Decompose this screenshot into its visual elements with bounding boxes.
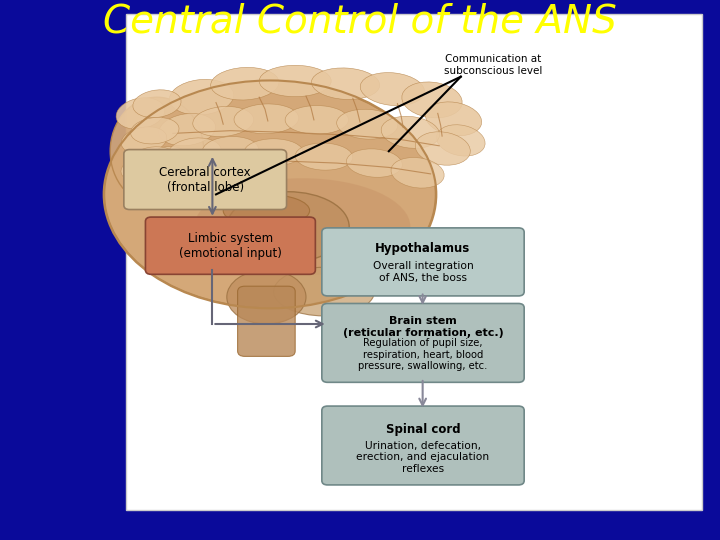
Ellipse shape (337, 109, 397, 139)
Text: Regulation of pupil size,
respiration, heart, blood
pressure, swallowing, etc.: Regulation of pupil size, respiration, h… (359, 338, 487, 372)
Ellipse shape (346, 149, 402, 177)
Ellipse shape (381, 116, 440, 148)
Text: Communication at
subconscious level: Communication at subconscious level (444, 54, 542, 76)
Ellipse shape (223, 194, 310, 227)
Ellipse shape (141, 147, 190, 177)
Ellipse shape (415, 132, 470, 165)
Ellipse shape (193, 106, 253, 137)
Ellipse shape (234, 104, 299, 134)
FancyBboxPatch shape (145, 217, 315, 274)
FancyBboxPatch shape (322, 228, 524, 296)
Text: Limbic system
(emotional input): Limbic system (emotional input) (179, 232, 282, 260)
Ellipse shape (104, 81, 436, 308)
Ellipse shape (133, 90, 181, 118)
Text: Brain stem
(reticular formation, etc.): Brain stem (reticular formation, etc.) (343, 316, 503, 338)
Ellipse shape (116, 98, 165, 129)
Ellipse shape (121, 127, 167, 154)
Text: Cerebral cortex
(frontal lobe): Cerebral cortex (frontal lobe) (159, 166, 251, 193)
Ellipse shape (121, 156, 164, 181)
Ellipse shape (285, 106, 348, 134)
Ellipse shape (312, 68, 379, 99)
Ellipse shape (169, 79, 234, 115)
Text: Overall integration
of ANS, the boss: Overall integration of ANS, the boss (373, 261, 473, 283)
Ellipse shape (211, 68, 279, 100)
Ellipse shape (360, 72, 425, 106)
Ellipse shape (130, 117, 179, 144)
Ellipse shape (274, 267, 374, 316)
Ellipse shape (244, 139, 303, 166)
Ellipse shape (391, 158, 444, 188)
FancyBboxPatch shape (124, 150, 287, 210)
Ellipse shape (426, 102, 482, 136)
Text: Spinal cord: Spinal cord (386, 423, 460, 436)
Ellipse shape (402, 82, 462, 118)
Text: Hypothalamus: Hypothalamus (375, 242, 471, 255)
FancyBboxPatch shape (322, 303, 524, 382)
Ellipse shape (168, 138, 221, 167)
Ellipse shape (110, 97, 204, 205)
Ellipse shape (227, 192, 349, 262)
Ellipse shape (259, 65, 331, 97)
Ellipse shape (436, 125, 485, 156)
Ellipse shape (227, 270, 306, 324)
Ellipse shape (202, 137, 258, 164)
Ellipse shape (130, 147, 176, 172)
FancyBboxPatch shape (322, 406, 524, 485)
Text: Urination, defecation,
erection, and ejaculation
reflexes: Urination, defecation, erection, and eja… (356, 441, 490, 474)
Ellipse shape (194, 178, 410, 275)
Ellipse shape (159, 113, 215, 146)
FancyBboxPatch shape (238, 286, 295, 356)
Text: Central Control of the ANS: Central Control of the ANS (103, 3, 617, 40)
Ellipse shape (295, 143, 353, 170)
FancyBboxPatch shape (126, 14, 702, 510)
